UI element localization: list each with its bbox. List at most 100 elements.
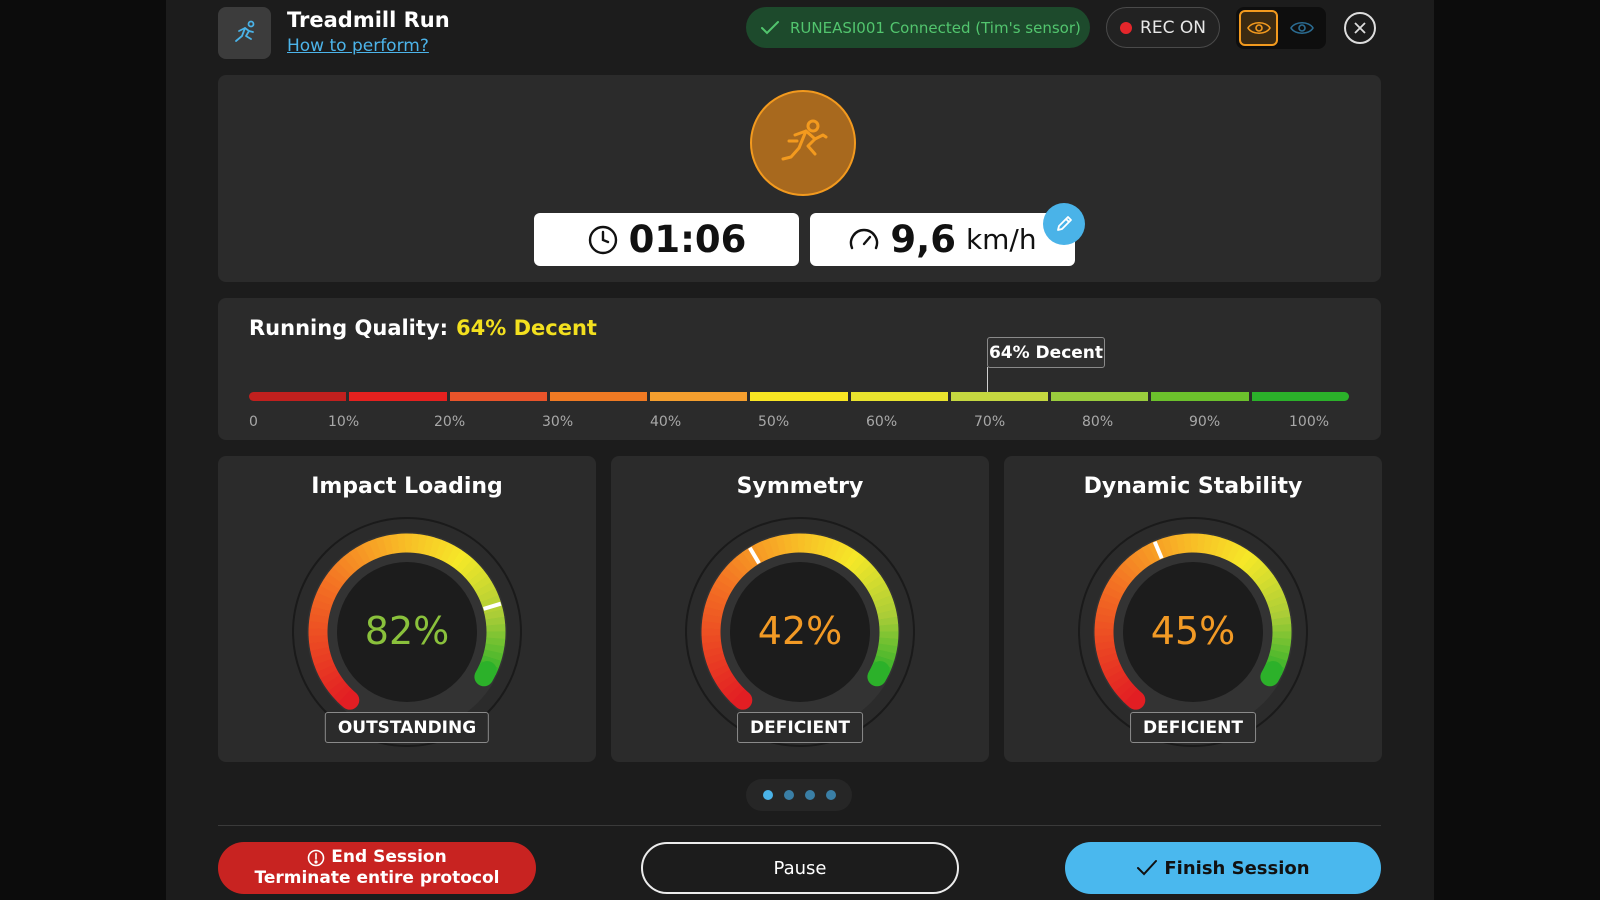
gauge-arc-segment <box>861 569 881 587</box>
gauge-arc-segment <box>328 679 348 698</box>
gauge-arc-segment <box>1208 535 1221 556</box>
end-session-button[interactable]: End Session Terminate entire protocol <box>218 842 536 894</box>
page-dot[interactable] <box>762 790 773 800</box>
gauge-arc-segment <box>868 581 889 598</box>
quality-scale-bar <box>249 392 1349 401</box>
connection-status-text: RUNEASI001 Connected (Tim's sensor) <box>790 18 1081 37</box>
page-dot[interactable] <box>825 790 836 800</box>
gauge-arc-segment <box>1264 588 1285 603</box>
gauge-arc-segment <box>1118 684 1138 703</box>
running-person-icon <box>218 7 271 59</box>
gauge-arc-segment <box>1109 572 1130 590</box>
gauge-needle-marker <box>1152 541 1164 560</box>
gauge-arc-segment <box>1129 552 1147 572</box>
symmetry-card[interactable]: Symmetry 42% DEFICIENT <box>611 456 989 762</box>
gauge-arc-segment <box>468 569 488 587</box>
close-button[interactable] <box>1344 12 1376 44</box>
dynamic-stability-card[interactable]: Dynamic Stability 45% DEFICIENT <box>1004 456 1382 762</box>
treadmill-speed: 9,6 km/h <box>810 213 1075 266</box>
gauge-arc-segment <box>720 567 741 585</box>
gauge-arc-segment <box>475 581 496 598</box>
gauge-arc-segment <box>445 545 462 566</box>
record-toggle[interactable]: REC ON <box>1106 7 1220 48</box>
gauge-arc-segment <box>716 674 737 692</box>
gauge-arc-segment <box>375 536 388 557</box>
gauge-outer-ring <box>685 517 915 747</box>
pause-button[interactable]: Pause <box>641 842 959 894</box>
eye-icon <box>1289 21 1314 35</box>
gauge-arc-segment <box>853 558 872 578</box>
impact-loading-card[interactable]: Impact Loading 82% OUTSTANDING <box>218 456 596 762</box>
gauge-arc-segment <box>343 552 361 572</box>
quality-tick-label: 50% <box>758 414 790 430</box>
eye-view-button[interactable] <box>1282 10 1321 46</box>
page-dot[interactable] <box>804 790 815 800</box>
gauge-arc-segment <box>311 652 333 666</box>
gauge-arc-segment <box>316 585 337 601</box>
gauge-arc-segment <box>480 595 501 609</box>
page-dot[interactable] <box>783 790 794 800</box>
quality-segment <box>850 392 948 401</box>
gauge-arc-segment <box>848 554 867 574</box>
gauge-arc-segment <box>1246 558 1265 578</box>
gauge-arc-segment <box>775 534 787 555</box>
gauge-arc-segment <box>713 579 734 595</box>
gauge-title: Impact Loading <box>311 474 503 499</box>
quality-tick-label: 80% <box>1082 414 1114 430</box>
gauge-arc-segment <box>730 556 749 576</box>
quality-tick-label: 100% <box>1289 414 1330 430</box>
end-session-label: End Session <box>331 847 447 867</box>
impact-loading-gauge <box>292 517 522 747</box>
gauge-arc-segment <box>704 599 726 612</box>
gauge-arc-segment <box>709 585 730 601</box>
gauge-arc-segment <box>320 669 341 686</box>
gauge-arc-segment <box>736 552 754 572</box>
check-icon <box>761 20 779 34</box>
gauge-arc-segment <box>713 669 734 686</box>
pencil-icon <box>1057 216 1072 231</box>
quality-tick-label: 10% <box>328 414 360 430</box>
gauge-needle-marker <box>748 546 761 565</box>
gauge-center <box>337 562 477 702</box>
how-to-perform-link[interactable]: How to perform? <box>287 36 429 56</box>
gauge-arc-segment <box>810 534 821 555</box>
finish-session-button[interactable]: Finish Session <box>1065 842 1381 894</box>
gauge-arc-segment <box>455 554 474 574</box>
running-person-icon <box>750 90 856 196</box>
gauge-value: 42% <box>757 609 843 653</box>
gauge-arc-segment <box>323 572 344 590</box>
gauge-arc-segment <box>728 685 753 710</box>
gauge-arc-segment <box>1109 674 1130 692</box>
running-quality-heading: Running Quality: 64% Decent <box>249 316 597 340</box>
gauge-arc-segment <box>434 539 449 560</box>
edit-speed-button[interactable] <box>1043 203 1085 245</box>
gauge-arc-segment <box>742 547 759 568</box>
gauge-arc-segment <box>1100 592 1121 606</box>
quality-tick-label: 40% <box>650 414 682 430</box>
gauge-arc-segment <box>450 549 468 570</box>
gauge-arc-segment <box>1100 658 1121 673</box>
eye-view-button-active[interactable] <box>1239 10 1278 46</box>
gauge-arc-segment <box>1197 533 1206 554</box>
sensor-connection-badge: RUNEASI001 Connected (Tim's sensor) <box>746 7 1090 48</box>
gauge-arc-segment <box>460 558 479 578</box>
gauge-arc-segment <box>1106 579 1127 595</box>
gauge-arc-segment <box>1220 539 1235 560</box>
gauge-arc-segment <box>1250 563 1270 582</box>
finish-session-label: Finish Session <box>1164 857 1310 879</box>
gauge-arc-segment <box>311 599 333 612</box>
gauge-arc-segment <box>389 533 400 554</box>
gauge-arc-segment <box>725 561 745 580</box>
gauge-arc-segment <box>332 561 352 580</box>
gauge-arc-segment <box>327 567 348 585</box>
gauge-arc-segment <box>857 563 877 582</box>
gauge-arc-segment <box>1241 554 1260 574</box>
gauge-arc-segment <box>314 658 335 673</box>
gauge-arc-segment <box>320 579 341 595</box>
gauge-outer-ring <box>292 517 522 747</box>
gauge-arc-segment <box>472 575 492 592</box>
gauge-center <box>1123 562 1263 702</box>
gauge-value: 45% <box>1150 609 1236 653</box>
gauge-arc-segment <box>337 556 356 576</box>
gauge-arc-segment <box>865 575 885 592</box>
